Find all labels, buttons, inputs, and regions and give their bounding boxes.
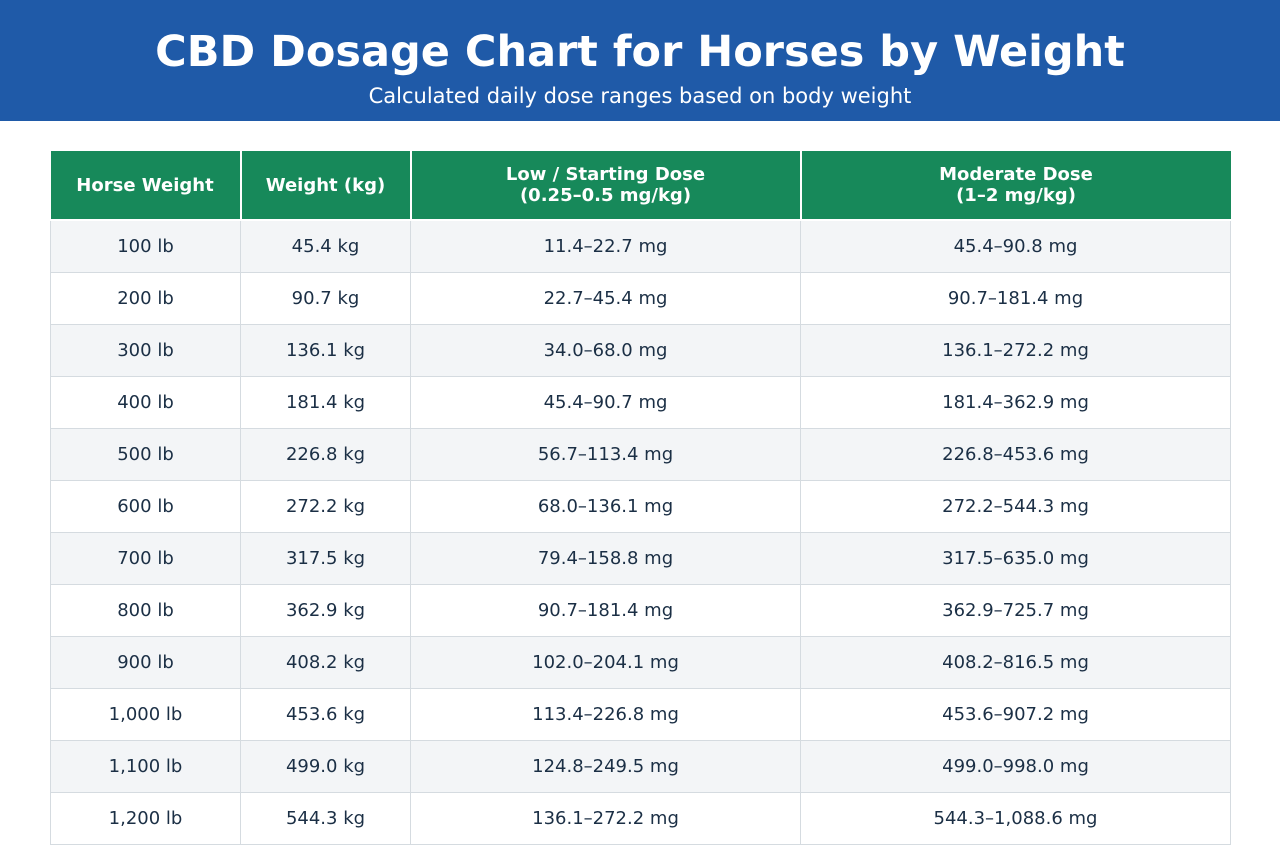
cell-weight-kg: 453.6 kg	[240, 687, 411, 741]
cell-horse-weight: 200 lb	[50, 271, 241, 325]
cell-horse-weight: 1,000 lb	[50, 687, 241, 741]
cell-horse-weight: 900 lb	[50, 635, 241, 689]
dosage-table: Horse Weight Weight (kg) Low / Starting …	[50, 151, 1231, 845]
cell-horse-weight: 800 lb	[50, 583, 241, 637]
cell-moderate-dose: 362.9–725.7 mg	[800, 583, 1231, 637]
cell-moderate-dose: 317.5–635.0 mg	[800, 531, 1231, 585]
cell-weight-kg: 226.8 kg	[240, 427, 411, 481]
cell-weight-kg: 136.1 kg	[240, 323, 411, 377]
page-subtitle: Calculated daily dose ranges based on bo…	[368, 84, 912, 108]
cell-low-dose: 90.7–181.4 mg	[410, 583, 801, 637]
column-header-horse-weight: Horse Weight	[50, 151, 241, 221]
table-row: 700 lb 317.5 kg 79.4–158.8 mg 317.5–635.0 m…	[50, 531, 1231, 585]
cell-low-dose: 124.8–249.5 mg	[410, 739, 801, 793]
table-body: 100 lb 45.4 kg 11.4–22.7 mg 45.4–90.8 mg 200…	[50, 219, 1231, 845]
cell-moderate-dose: 499.0–998.0 mg	[800, 739, 1231, 793]
cell-moderate-dose: 453.6–907.2 mg	[800, 687, 1231, 741]
cell-low-dose: 56.7–113.4 mg	[410, 427, 801, 481]
table-row: 1,100 lb 499.0 kg 124.8–249.5 mg 499.0–998.…	[50, 739, 1231, 793]
column-header-moderate-dose: Moderate Dose (1–2 mg/kg)	[799, 151, 1231, 221]
cell-horse-weight: 500 lb	[50, 427, 241, 481]
cell-weight-kg: 544.3 kg	[240, 791, 411, 845]
cell-moderate-dose: 181.4–362.9 mg	[800, 375, 1231, 429]
table-row: 600 lb 272.2 kg 68.0–136.1 mg 272.2–544.3 m…	[50, 479, 1231, 533]
cell-horse-weight: 400 lb	[50, 375, 241, 429]
cell-low-dose: 22.7–45.4 mg	[410, 271, 801, 325]
cell-weight-kg: 408.2 kg	[240, 635, 411, 689]
cell-weight-kg: 272.2 kg	[240, 479, 411, 533]
cell-weight-kg: 317.5 kg	[240, 531, 411, 585]
cell-weight-kg: 181.4 kg	[240, 375, 411, 429]
cell-moderate-dose: 45.4–90.8 mg	[800, 219, 1231, 273]
cell-low-dose: 68.0–136.1 mg	[410, 479, 801, 533]
cell-horse-weight: 700 lb	[50, 531, 241, 585]
table-row: 400 lb 181.4 kg 45.4–90.7 mg 181.4–362.9 mg	[50, 375, 1231, 429]
cell-moderate-dose: 272.2–544.3 mg	[800, 479, 1231, 533]
dosage-table-container: Horse Weight Weight (kg) Low / Starting …	[50, 151, 1231, 845]
cell-weight-kg: 362.9 kg	[240, 583, 411, 637]
table-row: 900 lb 408.2 kg 102.0–204.1 mg 408.2–816.5 …	[50, 635, 1231, 689]
cell-horse-weight: 1,100 lb	[50, 739, 241, 793]
cell-low-dose: 113.4–226.8 mg	[410, 687, 801, 741]
table-row: 300 lb 136.1 kg 34.0–68.0 mg 136.1–272.2 mg	[50, 323, 1231, 377]
cell-low-dose: 102.0–204.1 mg	[410, 635, 801, 689]
cell-weight-kg: 90.7 kg	[240, 271, 411, 325]
cell-horse-weight: 100 lb	[50, 219, 241, 273]
table-row: 200 lb 90.7 kg 22.7–45.4 mg 90.7–181.4 mg	[50, 271, 1231, 325]
cell-low-dose: 79.4–158.8 mg	[410, 531, 801, 585]
cell-low-dose: 34.0–68.0 mg	[410, 323, 801, 377]
cell-low-dose: 11.4–22.7 mg	[410, 219, 801, 273]
page-header: CBD Dosage Chart for Horses by Weight Ca…	[0, 0, 1280, 121]
cell-horse-weight: 600 lb	[50, 479, 241, 533]
cell-moderate-dose: 226.8–453.6 mg	[800, 427, 1231, 481]
cell-low-dose: 45.4–90.7 mg	[410, 375, 801, 429]
table-header-row: Horse Weight Weight (kg) Low / Starting …	[50, 151, 1231, 221]
table-row: 100 lb 45.4 kg 11.4–22.7 mg 45.4–90.8 mg	[50, 219, 1231, 273]
column-header-weight-kg: Weight (kg)	[239, 151, 411, 221]
page-title: CBD Dosage Chart for Horses by Weight	[155, 27, 1125, 77]
cell-moderate-dose: 408.2–816.5 mg	[800, 635, 1231, 689]
cell-moderate-dose: 90.7–181.4 mg	[800, 271, 1231, 325]
table-row: 800 lb 362.9 kg 90.7–181.4 mg 362.9–725.7 m…	[50, 583, 1231, 637]
table-row: 500 lb 226.8 kg 56.7–113.4 mg 226.8–453.6 m…	[50, 427, 1231, 481]
cell-weight-kg: 499.0 kg	[240, 739, 411, 793]
column-header-low-dose: Low / Starting Dose (0.25–0.5 mg/kg)	[409, 151, 801, 221]
table-row: 1,200 lb 544.3 kg 136.1–272.2 mg 544.3–1,08…	[50, 791, 1231, 845]
cell-low-dose: 136.1–272.2 mg	[410, 791, 801, 845]
cell-weight-kg: 45.4 kg	[240, 219, 411, 273]
table-row: 1,000 lb 453.6 kg 113.4–226.8 mg 453.6–907.…	[50, 687, 1231, 741]
cell-moderate-dose: 136.1–272.2 mg	[800, 323, 1231, 377]
cell-horse-weight: 300 lb	[50, 323, 241, 377]
cell-horse-weight: 1,200 lb	[50, 791, 241, 845]
cell-moderate-dose: 544.3–1,088.6 mg	[800, 791, 1231, 845]
